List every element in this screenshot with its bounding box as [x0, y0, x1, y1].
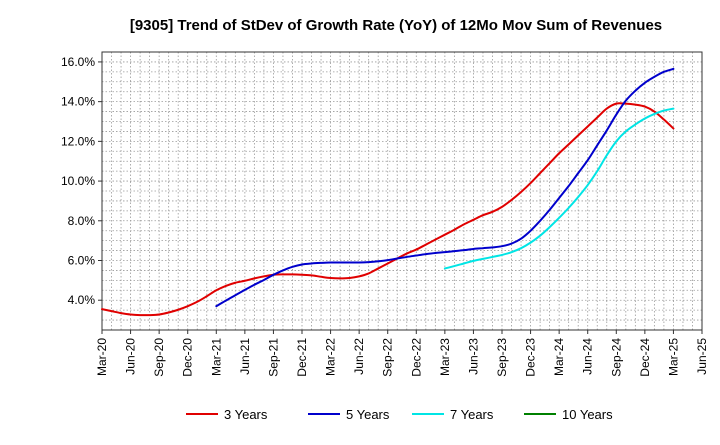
- y-tick-label: 10.0%: [61, 174, 95, 188]
- x-tick-label: Sep-21: [266, 338, 280, 377]
- x-tick-label: Mar-25: [666, 338, 680, 376]
- legend-label-10-years: 10 Years: [562, 407, 613, 422]
- series-layer: [101, 67, 675, 317]
- series-line-5-years: [215, 67, 675, 308]
- legend-label-7-years: 7 Years: [450, 407, 494, 422]
- x-tick-label: Jun-23: [466, 338, 480, 375]
- y-tick-label: 8.0%: [68, 214, 96, 228]
- legend-label-5-years: 5 Years: [346, 407, 390, 422]
- x-tick-label: Sep-24: [609, 338, 623, 377]
- y-tick-label: 4.0%: [68, 293, 96, 307]
- y-tick-label: 16.0%: [61, 55, 95, 69]
- x-tick-label: Dec-22: [409, 338, 423, 377]
- series-line-7-years: [443, 107, 675, 270]
- legend-label-3-years: 3 Years: [224, 407, 268, 422]
- x-tick-label: Mar-20: [95, 338, 109, 376]
- legend: 3 Years 5 Years 7 Years 10 Years: [186, 407, 613, 422]
- chart-title: [9305] Trend of StDev of Growth Rate (Yo…: [130, 17, 662, 34]
- y-tick-label: 12.0%: [61, 134, 95, 148]
- x-tick-label: Jun-22: [352, 338, 366, 375]
- x-tick-label: Jun-25: [695, 338, 709, 375]
- grid-layer: [101, 51, 703, 331]
- x-tick-label: Mar-22: [324, 338, 338, 376]
- x-tick-label: Dec-24: [638, 338, 652, 377]
- x-tick-label: Sep-23: [495, 338, 509, 377]
- x-tick-label: Sep-22: [381, 338, 395, 377]
- x-tick-label: Jun-20: [124, 338, 138, 375]
- y-tick-label: 6.0%: [68, 254, 96, 268]
- x-tick-label: Jun-24: [581, 338, 595, 375]
- x-tick-label: Dec-20: [181, 338, 195, 377]
- x-tick-label: Mar-21: [209, 338, 223, 376]
- plot-area-border: [101, 51, 703, 331]
- x-tick-label: Dec-23: [524, 338, 538, 377]
- axis-layer: 4.0% 6.0% 8.0% 10.0% 12.0% 14.0% 16.0% Mar-20 Ju…: [61, 51, 709, 377]
- x-tick-label: Sep-20: [152, 338, 166, 377]
- y-tick-label: 14.0%: [61, 95, 95, 109]
- x-tick-label: Dec-21: [295, 338, 309, 377]
- x-tick-label: Jun-21: [238, 338, 252, 375]
- x-tick-label: Mar-23: [438, 338, 452, 376]
- series-line-3-years: [101, 102, 675, 317]
- x-tick-label: Mar-24: [552, 338, 566, 376]
